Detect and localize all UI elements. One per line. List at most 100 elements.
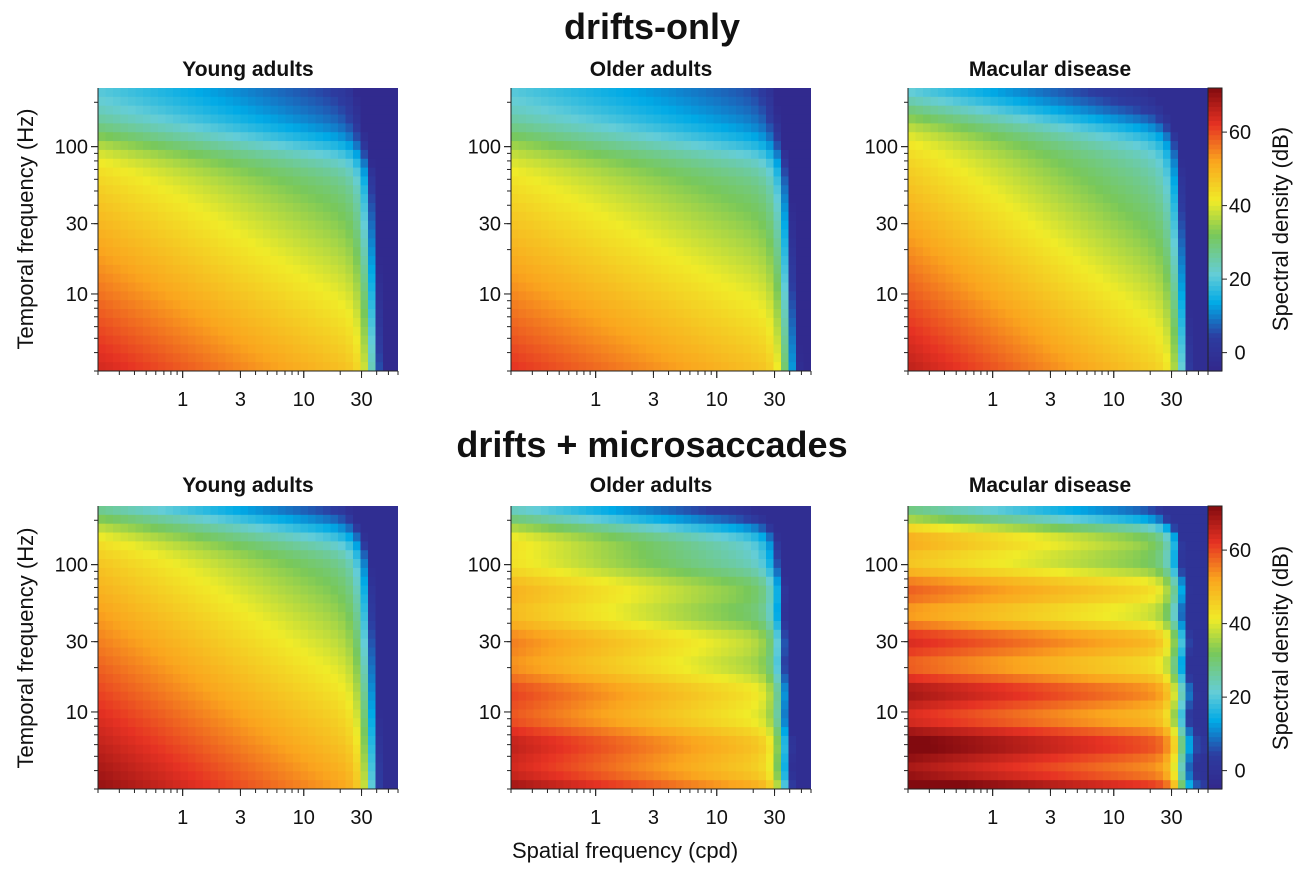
heatmap-cell [1110, 132, 1119, 142]
heatmap-cell [315, 335, 324, 346]
heatmap-cell [98, 264, 107, 275]
heatmap-cell [240, 335, 249, 346]
heatmap-cell [158, 532, 167, 542]
heatmap-cell [1148, 96, 1157, 107]
heatmap-cell [195, 718, 204, 728]
heatmap-cell [1028, 114, 1037, 124]
heatmap-cell [113, 612, 122, 622]
heatmap-cell [203, 656, 212, 666]
heatmap-cell [225, 691, 234, 702]
heatmap-cell [601, 362, 610, 371]
heatmap-cell [135, 550, 144, 560]
heatmap-cell [195, 132, 204, 142]
heatmap-cell [548, 273, 557, 284]
heatmap-cell [368, 282, 377, 292]
heatmap-cell [105, 167, 114, 178]
heatmap-cell [736, 194, 745, 204]
heatmap-cell [278, 718, 287, 728]
heatmap-cell [150, 735, 159, 746]
heatmap-cell [743, 247, 752, 257]
heatmap-cell [1035, 220, 1044, 231]
heatmap-cell [300, 550, 309, 560]
heatmap-cell [240, 132, 249, 142]
heatmap-cell [930, 344, 939, 354]
heatmap-cell [960, 273, 969, 284]
heatmap-cell [368, 335, 377, 346]
heatmap-cell [135, 326, 144, 337]
heatmap-cell [653, 176, 662, 186]
heatmap-cell [676, 300, 685, 310]
heatmap-cell [300, 362, 309, 371]
heatmap-cell [1170, 300, 1179, 310]
heatmap-cell [1163, 114, 1172, 124]
heatmap-cell [975, 88, 984, 98]
heatmap-cell [255, 282, 264, 292]
heatmap-cell [173, 123, 182, 133]
heatmap-cell [135, 176, 144, 186]
heatmap-cell [330, 176, 339, 186]
heatmap-cell [683, 238, 692, 248]
heatmap-cell [98, 656, 107, 666]
heatmap-cell [601, 141, 610, 151]
heatmap-cell [203, 88, 212, 98]
heatmap-cell [578, 229, 587, 239]
heatmap-cell [781, 229, 790, 239]
heatmap-cell [960, 282, 969, 292]
heatmap-cell [270, 744, 279, 755]
heatmap-cell [1178, 256, 1187, 266]
heatmap-cell [150, 620, 159, 631]
heatmap-cell [158, 691, 167, 702]
heatmap-cell [1013, 149, 1022, 160]
heatmap-cell [293, 344, 302, 354]
heatmap-cell [691, 344, 700, 354]
heatmap-cell [623, 132, 632, 142]
heatmap-cell [120, 362, 129, 371]
heatmap-cell [195, 238, 204, 248]
heatmap-cell [1088, 96, 1097, 107]
heatmap-cell [143, 317, 152, 328]
heatmap-cell [240, 211, 249, 222]
heatmap-cell [1200, 167, 1208, 178]
heatmap-cell [105, 727, 114, 737]
heatmap-cell [743, 309, 752, 319]
heatmap-cell [1133, 247, 1142, 257]
heatmap-cell [128, 344, 137, 354]
heatmap-cell [173, 585, 182, 596]
heatmap-cell [1148, 123, 1157, 133]
heatmap-cell [150, 149, 159, 160]
heatmap-cell [593, 229, 602, 239]
heatmap-cell [676, 211, 685, 222]
heatmap-cell [368, 362, 377, 371]
heatmap-cell [285, 647, 294, 657]
heatmap-cell [195, 123, 204, 133]
heatmap-cell [285, 273, 294, 284]
heatmap-cell [683, 211, 692, 222]
heatmap-cell [248, 771, 257, 781]
heatmap-cell [683, 141, 692, 151]
heatmap-cell [983, 132, 992, 142]
heatmap-cell [390, 211, 398, 222]
heatmap-cell [511, 176, 520, 186]
heatmap-cell [203, 149, 212, 160]
heatmap-cell [120, 744, 129, 755]
heatmap-cell [601, 158, 610, 169]
heatmap-cell [345, 105, 354, 116]
heatmap-cell [1200, 149, 1208, 160]
heatmap-cell [255, 541, 264, 551]
heatmap-cell [683, 282, 692, 292]
heatmap-cell [150, 638, 159, 649]
heatmap-cell [270, 735, 279, 746]
heatmap-cell [990, 202, 999, 213]
heatmap-cell [150, 105, 159, 116]
heatmap-cell [308, 132, 317, 142]
heatmap-cell [736, 158, 745, 169]
heatmap-cell [960, 202, 969, 213]
heatmap-cell [173, 771, 182, 781]
heatmap-cell [135, 718, 144, 728]
heatmap-cell [255, 523, 264, 534]
heatmap-cell [255, 96, 264, 107]
heatmap-cell [923, 238, 932, 248]
heatmap-cell [1088, 326, 1097, 337]
heatmap-cell [623, 309, 632, 319]
heatmap-cell [608, 149, 617, 160]
